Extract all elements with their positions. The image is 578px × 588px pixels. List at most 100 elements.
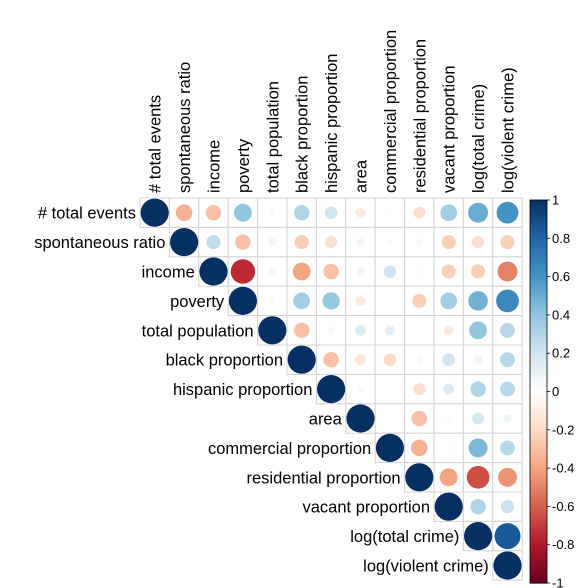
colorbar-segment: [530, 503, 547, 507]
colorbar-segment: [530, 515, 547, 520]
corr-circle-3-4: [269, 297, 276, 305]
colorbar-segment: [530, 276, 547, 281]
row-label-6: hispanic proportion: [173, 381, 312, 399]
colorbar-segment: [530, 305, 547, 310]
row-label-10: vacant proportion: [303, 499, 431, 517]
colorbar-segment: [530, 563, 547, 568]
colorbar-segment: [530, 203, 547, 207]
row-label-1: spontaneous ratio: [34, 234, 165, 252]
corr-circle-0-2: [205, 204, 222, 221]
colorbar-tick-label: -1: [552, 576, 564, 588]
colorbar-segment: [530, 500, 547, 504]
colorbar-segment: [530, 318, 547, 322]
colorbar: 1 0.8 0.6 0.4 0.2 0 -0.2 -0.4 -0.6 -0.8 -1: [529, 193, 574, 588]
column-label-7: area: [353, 159, 371, 193]
colorbar-segment: [530, 200, 547, 204]
corr-circle-7-9: [411, 410, 428, 427]
colorbar-segment: [530, 273, 547, 278]
corr-circle-10-12: [500, 500, 515, 514]
corr-circle-1-2: [206, 235, 221, 250]
corr-circle-3-3: [228, 286, 257, 315]
colorbar-segment: [530, 413, 547, 418]
colorbar-segment: [530, 519, 547, 523]
corr-circle-3-5: [293, 292, 311, 310]
colorbar-segment: [530, 231, 547, 236]
corr-circle-5-11: [474, 355, 483, 364]
corr-circle-1-7: [356, 238, 365, 246]
colorbar-segment: [530, 388, 547, 393]
colorbar-segment: [530, 484, 547, 488]
colorbar-segment: [530, 404, 547, 409]
colorbar-segment: [530, 551, 547, 555]
corr-circle-0-0: [140, 198, 169, 227]
colorbar-segment: [530, 401, 547, 405]
corr-circle-4-4: [258, 316, 287, 345]
column-label-4: total population: [264, 81, 282, 193]
corr-circle-8-8: [375, 433, 404, 462]
colorbar-tick-label: -0.4: [552, 461, 574, 476]
corr-circle-1-11: [472, 236, 485, 249]
colorbar-segment: [530, 474, 547, 479]
corr-circle-2-12: [497, 261, 518, 282]
colorbar-segment: [530, 509, 547, 514]
colorbar-segment: [530, 302, 547, 306]
colorbar-segment: [530, 330, 547, 335]
corr-circle-7-7: [346, 404, 375, 433]
grid-cell-6-12: [492, 373, 523, 405]
colorbar-segment: [530, 407, 547, 412]
colorbar-segment: [530, 579, 547, 584]
row-label-12: log(violent crime): [363, 558, 489, 576]
corr-circle-1-4: [268, 238, 277, 247]
corr-circle-12-12: [493, 551, 522, 580]
colorbar-segment: [530, 436, 547, 440]
colorbar-tick-label: 0.4: [552, 307, 570, 322]
column-label-8: commercial proportion: [382, 30, 400, 193]
colorbar-segment: [530, 308, 547, 313]
corr-circle-11-12: [494, 523, 521, 550]
colorbar-segment: [530, 209, 547, 214]
corr-circle-1-3: [235, 234, 251, 250]
colorbar-segment: [530, 429, 547, 434]
corr-circle-7-10: [446, 416, 452, 421]
corr-circle-1-9: [416, 238, 423, 246]
colorbar-segment: [530, 353, 547, 357]
colorbar-segment: [530, 528, 547, 533]
colorbar-segment: [530, 487, 547, 492]
colorbar-segment: [530, 372, 547, 377]
grid-cell-1-9: [404, 226, 435, 258]
colorbar-segment: [530, 212, 547, 217]
row-label-5: black proportion: [166, 352, 283, 370]
corr-circle-9-9: [405, 463, 434, 492]
corr-circle-6-11: [470, 381, 486, 397]
colorbar-segment: [530, 286, 547, 290]
colorbar-segment: [530, 448, 547, 453]
corr-circle-5-6: [323, 351, 339, 368]
colorbar-segment: [530, 397, 547, 402]
corr-circle-10-11: [470, 498, 486, 515]
colorbar-segment: [530, 235, 547, 239]
corr-circle-0-11: [468, 202, 489, 223]
colorbar-segment: [530, 480, 547, 485]
corr-circle-4-12: [500, 322, 515, 338]
colorbar-segment: [530, 327, 547, 332]
colorbar-tick-label: 0.8: [552, 231, 570, 246]
corr-circle-4-5: [293, 322, 310, 339]
colorbar-segment: [530, 365, 547, 370]
colorbar-segment: [530, 573, 547, 578]
corr-circle-0-4: [269, 209, 276, 216]
colorbar-tick-label: 0.2: [552, 346, 570, 361]
corr-circle-0-5: [293, 204, 310, 221]
colorbar-segment: [530, 535, 547, 539]
colorbar-segment: [530, 270, 547, 275]
colorbar-segment: [530, 340, 547, 345]
corr-circle-1-1: [170, 228, 199, 257]
colorbar-tick-label: 0: [552, 384, 559, 399]
column-label-6: hispanic proportion: [323, 54, 341, 193]
column-label-5: black proportion: [294, 76, 312, 193]
colorbar-segment: [530, 343, 547, 348]
corr-circle-5-9: [416, 356, 423, 363]
corr-circle-5-5: [287, 345, 316, 374]
colorbar-segment: [530, 225, 547, 230]
colorbar-segment: [530, 471, 547, 476]
